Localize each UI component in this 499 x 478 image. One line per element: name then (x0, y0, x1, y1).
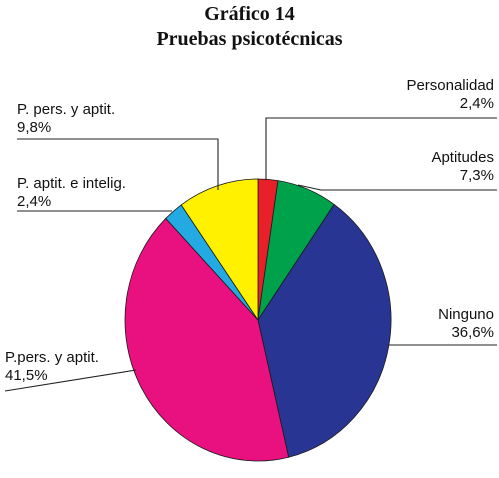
label-personalidad: Personalidad 2,4% (406, 77, 494, 113)
slice-label-value: 2,4% (459, 95, 494, 112)
slice-label-name: P.pers. y aptit. (5, 349, 99, 366)
slice-label-name: Ninguno (438, 306, 494, 323)
slice-label-value: 36,6% (451, 324, 494, 341)
leader-line-3 (4, 369, 137, 392)
slice-label-name: P. pers. y aptit. (17, 101, 116, 118)
pie-slice-3 (124, 217, 290, 462)
slice-label-name: Personalidad (406, 77, 494, 94)
slice-label-name: P. aptit. e intelig. (17, 175, 126, 192)
chart-title: Gráfico 14 (204, 3, 295, 25)
slice-label-name: Aptitudes (431, 149, 494, 166)
leader-line-5 (17, 138, 219, 190)
slice-label-value: 9,8% (17, 119, 52, 136)
chart-titles: Gráfico 14 Pruebas psicotécnicas (0, 2, 499, 52)
label-p-pers-aptit-main: P.pers. y aptit. 41,5% (5, 349, 99, 385)
label-p-aptit-intelig: P. aptit. e intelig. 2,4% (17, 175, 126, 211)
slice-label-value: 2,4% (17, 193, 52, 210)
label-aptitudes: Aptitudes 7,3% (431, 149, 494, 185)
pie-slice-2 (257, 203, 392, 458)
label-p-pers-aptit-small: P. pers. y aptit. 9,8% (17, 101, 115, 137)
label-ninguno: Ninguno 36,6% (438, 306, 494, 342)
slice-label-value: 7,3% (459, 167, 494, 184)
leader-line-0 (265, 117, 497, 180)
slice-label-value: 41,5% (5, 367, 48, 384)
chart-subtitle: Pruebas psicotécnicas (156, 28, 343, 50)
leader-line-1 (297, 184, 497, 191)
